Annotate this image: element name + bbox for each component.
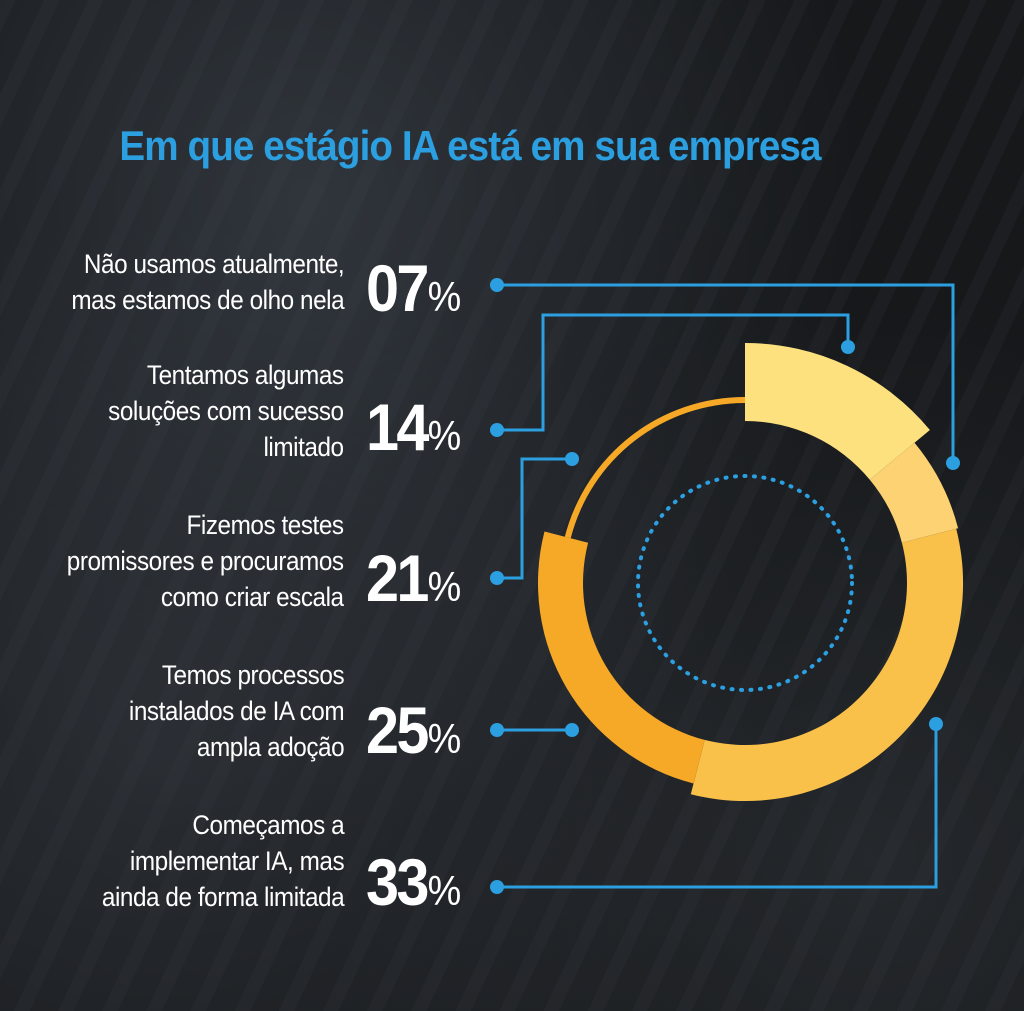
donut-segment-1 — [869, 442, 959, 543]
donut-segment-3 — [564, 397, 745, 539]
percent-sign: % — [427, 273, 462, 320]
percent-sign: % — [427, 563, 462, 610]
connector-dot — [841, 340, 855, 354]
donut-segment-2 — [745, 343, 930, 480]
value-number: 25 — [366, 693, 429, 767]
percent-sign: % — [427, 715, 462, 762]
category-label-line: implementar IA, mas — [129, 846, 345, 876]
connector-lines — [490, 278, 960, 894]
connector-line-5 — [497, 724, 938, 889]
category-label-3: Fizemos testes promissores e procuramos co… — [67, 507, 344, 615]
donut-segments — [537, 343, 964, 802]
category-label-line: Começamos a — [192, 810, 344, 840]
value-number: 21 — [366, 541, 429, 615]
connector-dot — [929, 717, 943, 731]
value-label-2: 14% — [366, 390, 462, 468]
value-label-1: 07% — [366, 251, 462, 329]
connector-dot — [490, 278, 504, 292]
category-label-line: instalados de IA com — [128, 696, 345, 726]
value-label-4: 25% — [366, 693, 462, 771]
value-number: 14 — [366, 390, 429, 464]
category-label-line: como criar escala — [161, 582, 344, 612]
category-label-line: ainda de forma limitada — [101, 882, 345, 912]
connector-line-1 — [497, 283, 955, 463]
category-label-1: Não usamos atualmente, mas estamos de olh… — [71, 246, 344, 318]
percent-sign: % — [427, 412, 462, 459]
category-label-line: Fizemos testes — [186, 510, 345, 540]
category-label-line: Temos processos — [161, 660, 345, 690]
connector-dot — [565, 723, 579, 737]
dotted-inner-ring — [636, 474, 854, 692]
connector-line-2 — [497, 313, 850, 432]
connector-dot — [490, 723, 504, 737]
percent-sign: % — [427, 867, 462, 914]
category-label-line: promissores e procuramos — [67, 546, 344, 576]
connector-line-3 — [497, 457, 572, 580]
chart-title: Em que estágio IA está em sua empresa — [119, 122, 821, 169]
category-label-4: Temos processos instalados de IA com ampla… — [128, 657, 345, 765]
connector-dot — [490, 423, 504, 437]
category-label-2: Tentamos algumas soluções com sucesso limi… — [108, 357, 345, 465]
donut-segment-5 — [690, 528, 964, 802]
category-label-line: mas estamos de olho nela — [71, 285, 344, 315]
category-label-line: Não usamos atualmente, — [83, 249, 345, 279]
value-label-3: 21% — [366, 541, 462, 619]
value-number: 07 — [366, 251, 429, 325]
category-label-line: Tentamos algumas — [147, 360, 344, 390]
category-label-5: Começamos a implementar IA, mas ainda de f… — [101, 807, 345, 915]
connector-dot — [565, 452, 579, 466]
connector-dot — [946, 456, 960, 470]
category-label-line: limitado — [263, 432, 345, 462]
value-number: 33 — [366, 845, 429, 919]
connector-dot — [490, 880, 504, 894]
connector-dot — [490, 571, 504, 585]
category-label-line: ampla adoção — [196, 732, 345, 762]
value-label-5: 33% — [366, 845, 462, 923]
category-label-line: soluções com sucesso — [108, 396, 345, 426]
donut-segment-4 — [537, 531, 705, 784]
